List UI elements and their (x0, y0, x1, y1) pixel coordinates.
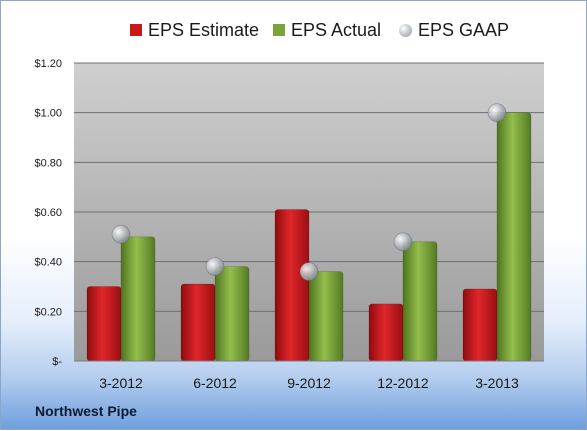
legend-swatch-estimate (130, 24, 142, 36)
gaap-marker (299, 262, 319, 281)
x-tick-label: 12-2012 (377, 375, 429, 391)
y-axis-ticks: $- $0.20 $0.40 $0.60 $0.80 $1.00 $1.20 (34, 58, 62, 368)
legend-swatch-actual (273, 24, 285, 36)
legend-item-estimate: EPS Estimate (130, 17, 259, 43)
x-axis-ticks: 3-2012 6-2012 9-2012 12-2012 3-2013 (99, 375, 519, 391)
y-tick-label: $0.60 (34, 207, 62, 219)
legend-item-gaap: EPS GAAP (399, 17, 509, 43)
legend: EPS Estimate EPS Actual EPS GAAP (1, 17, 587, 43)
gaap-marker (111, 225, 131, 244)
legend-label-gaap: EPS GAAP (418, 19, 510, 40)
x-tick-label: 3-2013 (475, 375, 519, 391)
bar-eps-estimate (274, 209, 310, 362)
gaap-markers (111, 103, 507, 281)
y-tick-label: $- (52, 356, 62, 368)
y-tick-label: $0.20 (34, 306, 62, 318)
y-tick-label: $0.80 (34, 157, 62, 169)
y-tick-label: $1.00 (34, 108, 62, 120)
legend-item-actual: EPS Actual (273, 17, 381, 43)
gaap-marker (205, 257, 225, 276)
bar-eps-actual (214, 266, 250, 362)
bar-eps-estimate (180, 283, 216, 362)
x-tick-label: 6-2012 (193, 375, 237, 391)
bar-eps-actual (308, 271, 344, 362)
gaap-marker (393, 232, 413, 252)
x-tick-label: 3-2012 (99, 375, 143, 391)
gaap-marker (487, 103, 507, 122)
bar-eps-estimate (462, 288, 498, 362)
x-tick-label: 9-2012 (287, 375, 331, 391)
bar-eps-estimate (86, 286, 122, 362)
bar-eps-actual (120, 236, 156, 362)
bar-eps-estimate (368, 303, 404, 362)
company-name: Northwest Pipe (35, 403, 137, 419)
y-tick-label: $0.40 (34, 257, 62, 269)
y-tick-label: $1.20 (34, 58, 62, 70)
bar-eps-actual (496, 112, 532, 362)
bar-eps-actual (402, 241, 438, 362)
legend-label-actual: EPS Actual (291, 19, 382, 40)
legend-label-estimate: EPS Estimate (148, 19, 260, 40)
bars (86, 112, 532, 362)
legend-marker-gaap (399, 23, 412, 37)
